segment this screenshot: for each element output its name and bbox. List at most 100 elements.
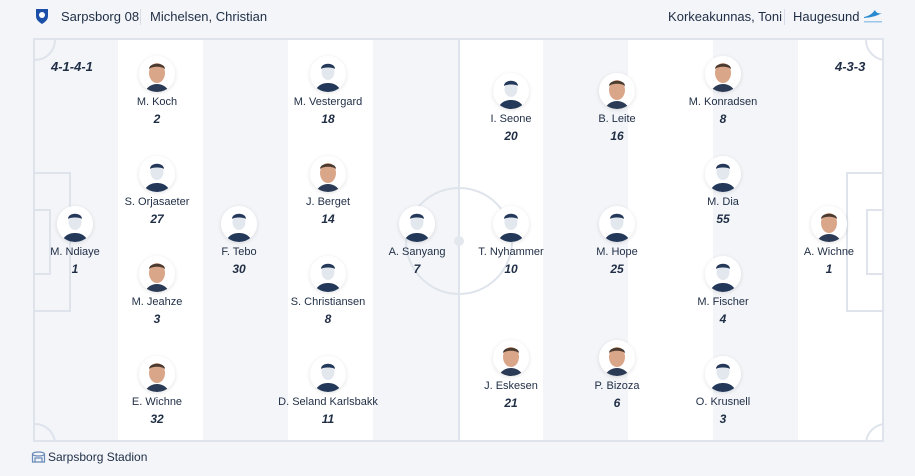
player-avatar[interactable] xyxy=(705,156,741,192)
venue: Sarpsborg Stadion xyxy=(31,450,148,464)
away-team-name[interactable]: Haugesund xyxy=(793,9,860,24)
player-avatar[interactable] xyxy=(139,156,175,192)
player-avatar[interactable] xyxy=(599,73,635,109)
player-name[interactable]: S. Christiansen xyxy=(290,296,366,308)
home-player[interactable]: S. Christiansen 8 xyxy=(268,256,388,326)
pitch-stripe xyxy=(628,40,713,440)
player-avatar[interactable] xyxy=(705,356,741,392)
player-name[interactable]: E. Wichne xyxy=(131,396,183,408)
away-team-logo[interactable] xyxy=(862,8,884,24)
player-name[interactable]: T. Nyhammer xyxy=(478,246,544,258)
player-avatar[interactable] xyxy=(310,356,346,392)
away-player[interactable]: M. Fischer 4 xyxy=(663,256,783,326)
player-name[interactable]: B. Leite xyxy=(598,113,636,125)
player-name[interactable]: J. Berget xyxy=(305,196,351,208)
player-number: 11 xyxy=(321,412,335,426)
player-name[interactable]: S. Orjasaeter xyxy=(124,196,190,208)
away-player[interactable]: M. Hope 25 xyxy=(557,206,677,276)
away-player[interactable]: J. Eskesen 21 xyxy=(451,340,571,410)
player-avatar[interactable] xyxy=(310,256,346,292)
away-player[interactable]: I. Seone 20 xyxy=(451,73,571,143)
player-number: 6 xyxy=(613,396,621,410)
player-number: 2 xyxy=(153,112,161,126)
player-number: 55 xyxy=(716,212,730,226)
home-coach[interactable]: Michelsen, Christian xyxy=(150,9,268,24)
player-avatar[interactable] xyxy=(599,206,635,242)
away-player[interactable]: M. Konradsen 8 xyxy=(663,56,783,126)
divider xyxy=(784,9,785,25)
player-avatar[interactable] xyxy=(139,356,175,392)
venue-name: Sarpsborg Stadion xyxy=(48,450,148,464)
home-team-name[interactable]: Sarpsborg 08 xyxy=(61,9,140,24)
player-name[interactable]: M. Hope xyxy=(596,246,638,258)
player-number: 21 xyxy=(504,396,518,410)
player-avatar[interactable] xyxy=(599,340,635,376)
player-avatar[interactable] xyxy=(493,340,529,376)
player-avatar[interactable] xyxy=(493,206,529,242)
home-player[interactable]: D. Seland Karlsbakk 11 xyxy=(268,356,388,426)
player-avatar[interactable] xyxy=(310,156,346,192)
player-name[interactable]: M. Fischer xyxy=(697,296,749,308)
player-number: 3 xyxy=(153,312,161,326)
stadium-icon xyxy=(31,451,46,463)
home-player[interactable]: S. Orjasaeter 27 xyxy=(97,156,217,226)
player-name[interactable]: A. Wichne xyxy=(803,246,855,258)
home-player[interactable]: J. Berget 14 xyxy=(268,156,388,226)
divider xyxy=(140,9,141,25)
home-player[interactable]: F. Tebo 30 xyxy=(179,206,299,276)
player-number: 10 xyxy=(504,262,518,276)
home-player[interactable]: M. Jeahze 3 xyxy=(97,256,217,326)
player-name[interactable]: J. Eskesen xyxy=(484,380,538,392)
away-player[interactable]: P. Bizoza 6 xyxy=(557,340,677,410)
player-avatar[interactable] xyxy=(705,256,741,292)
player-number: 25 xyxy=(610,262,624,276)
player-number: 30 xyxy=(232,262,246,276)
home-player[interactable]: M. Ndiaye 1 xyxy=(15,206,135,276)
player-name[interactable]: M. Vestergard xyxy=(293,96,363,108)
player-avatar[interactable] xyxy=(221,206,257,242)
away-coach[interactable]: Korkeakunnas, Toni xyxy=(668,9,782,24)
player-number: 7 xyxy=(413,262,421,276)
home-player[interactable]: E. Wichne 32 xyxy=(97,356,217,426)
away-player[interactable]: M. Dia 55 xyxy=(663,156,783,226)
player-number: 8 xyxy=(324,312,332,326)
player-avatar[interactable] xyxy=(139,56,175,92)
match-header: Sarpsborg 08 Michelsen, Christian Korkea… xyxy=(0,0,915,36)
player-name[interactable]: D. Seland Karlsbakk xyxy=(278,396,378,408)
player-name[interactable]: M. Koch xyxy=(136,96,178,108)
player-avatar[interactable] xyxy=(705,56,741,92)
player-name[interactable]: M. Ndiaye xyxy=(50,246,100,258)
player-name[interactable]: I. Seone xyxy=(490,113,532,125)
away-player[interactable]: B. Leite 16 xyxy=(557,73,677,143)
player-avatar[interactable] xyxy=(399,206,435,242)
player-avatar[interactable] xyxy=(57,206,93,242)
player-number: 14 xyxy=(321,212,335,226)
away-formation: 4-3-3 xyxy=(835,59,866,74)
player-number: 1 xyxy=(825,262,833,276)
player-number: 20 xyxy=(504,129,518,143)
home-player[interactable]: M. Vestergard 18 xyxy=(268,56,388,126)
home-player[interactable]: M. Koch 2 xyxy=(97,56,217,126)
player-name[interactable]: F. Tebo xyxy=(221,246,257,258)
player-number: 27 xyxy=(150,212,164,226)
home-player[interactable]: A. Sanyang 7 xyxy=(357,206,477,276)
player-avatar[interactable] xyxy=(139,256,175,292)
player-name[interactable]: P. Bizoza xyxy=(594,380,640,392)
pitch-stripe xyxy=(458,40,543,440)
player-number: 4 xyxy=(719,312,727,326)
player-name[interactable]: O. Krusnell xyxy=(695,396,751,408)
away-player[interactable]: O. Krusnell 3 xyxy=(663,356,783,426)
player-number: 18 xyxy=(321,112,335,126)
player-avatar[interactable] xyxy=(493,73,529,109)
home-team-logo[interactable] xyxy=(33,7,51,25)
away-player[interactable]: A. Wichne 1 xyxy=(769,206,889,276)
player-number: 1 xyxy=(71,262,79,276)
player-name[interactable]: A. Sanyang xyxy=(388,246,446,258)
player-avatar[interactable] xyxy=(310,56,346,92)
player-avatar[interactable] xyxy=(811,206,847,242)
pitch-lines xyxy=(35,40,882,440)
player-name[interactable]: M. Konradsen xyxy=(688,96,758,108)
away-player[interactable]: T. Nyhammer 10 xyxy=(451,206,571,276)
player-name[interactable]: M. Dia xyxy=(707,196,739,208)
player-name[interactable]: M. Jeahze xyxy=(131,296,183,308)
